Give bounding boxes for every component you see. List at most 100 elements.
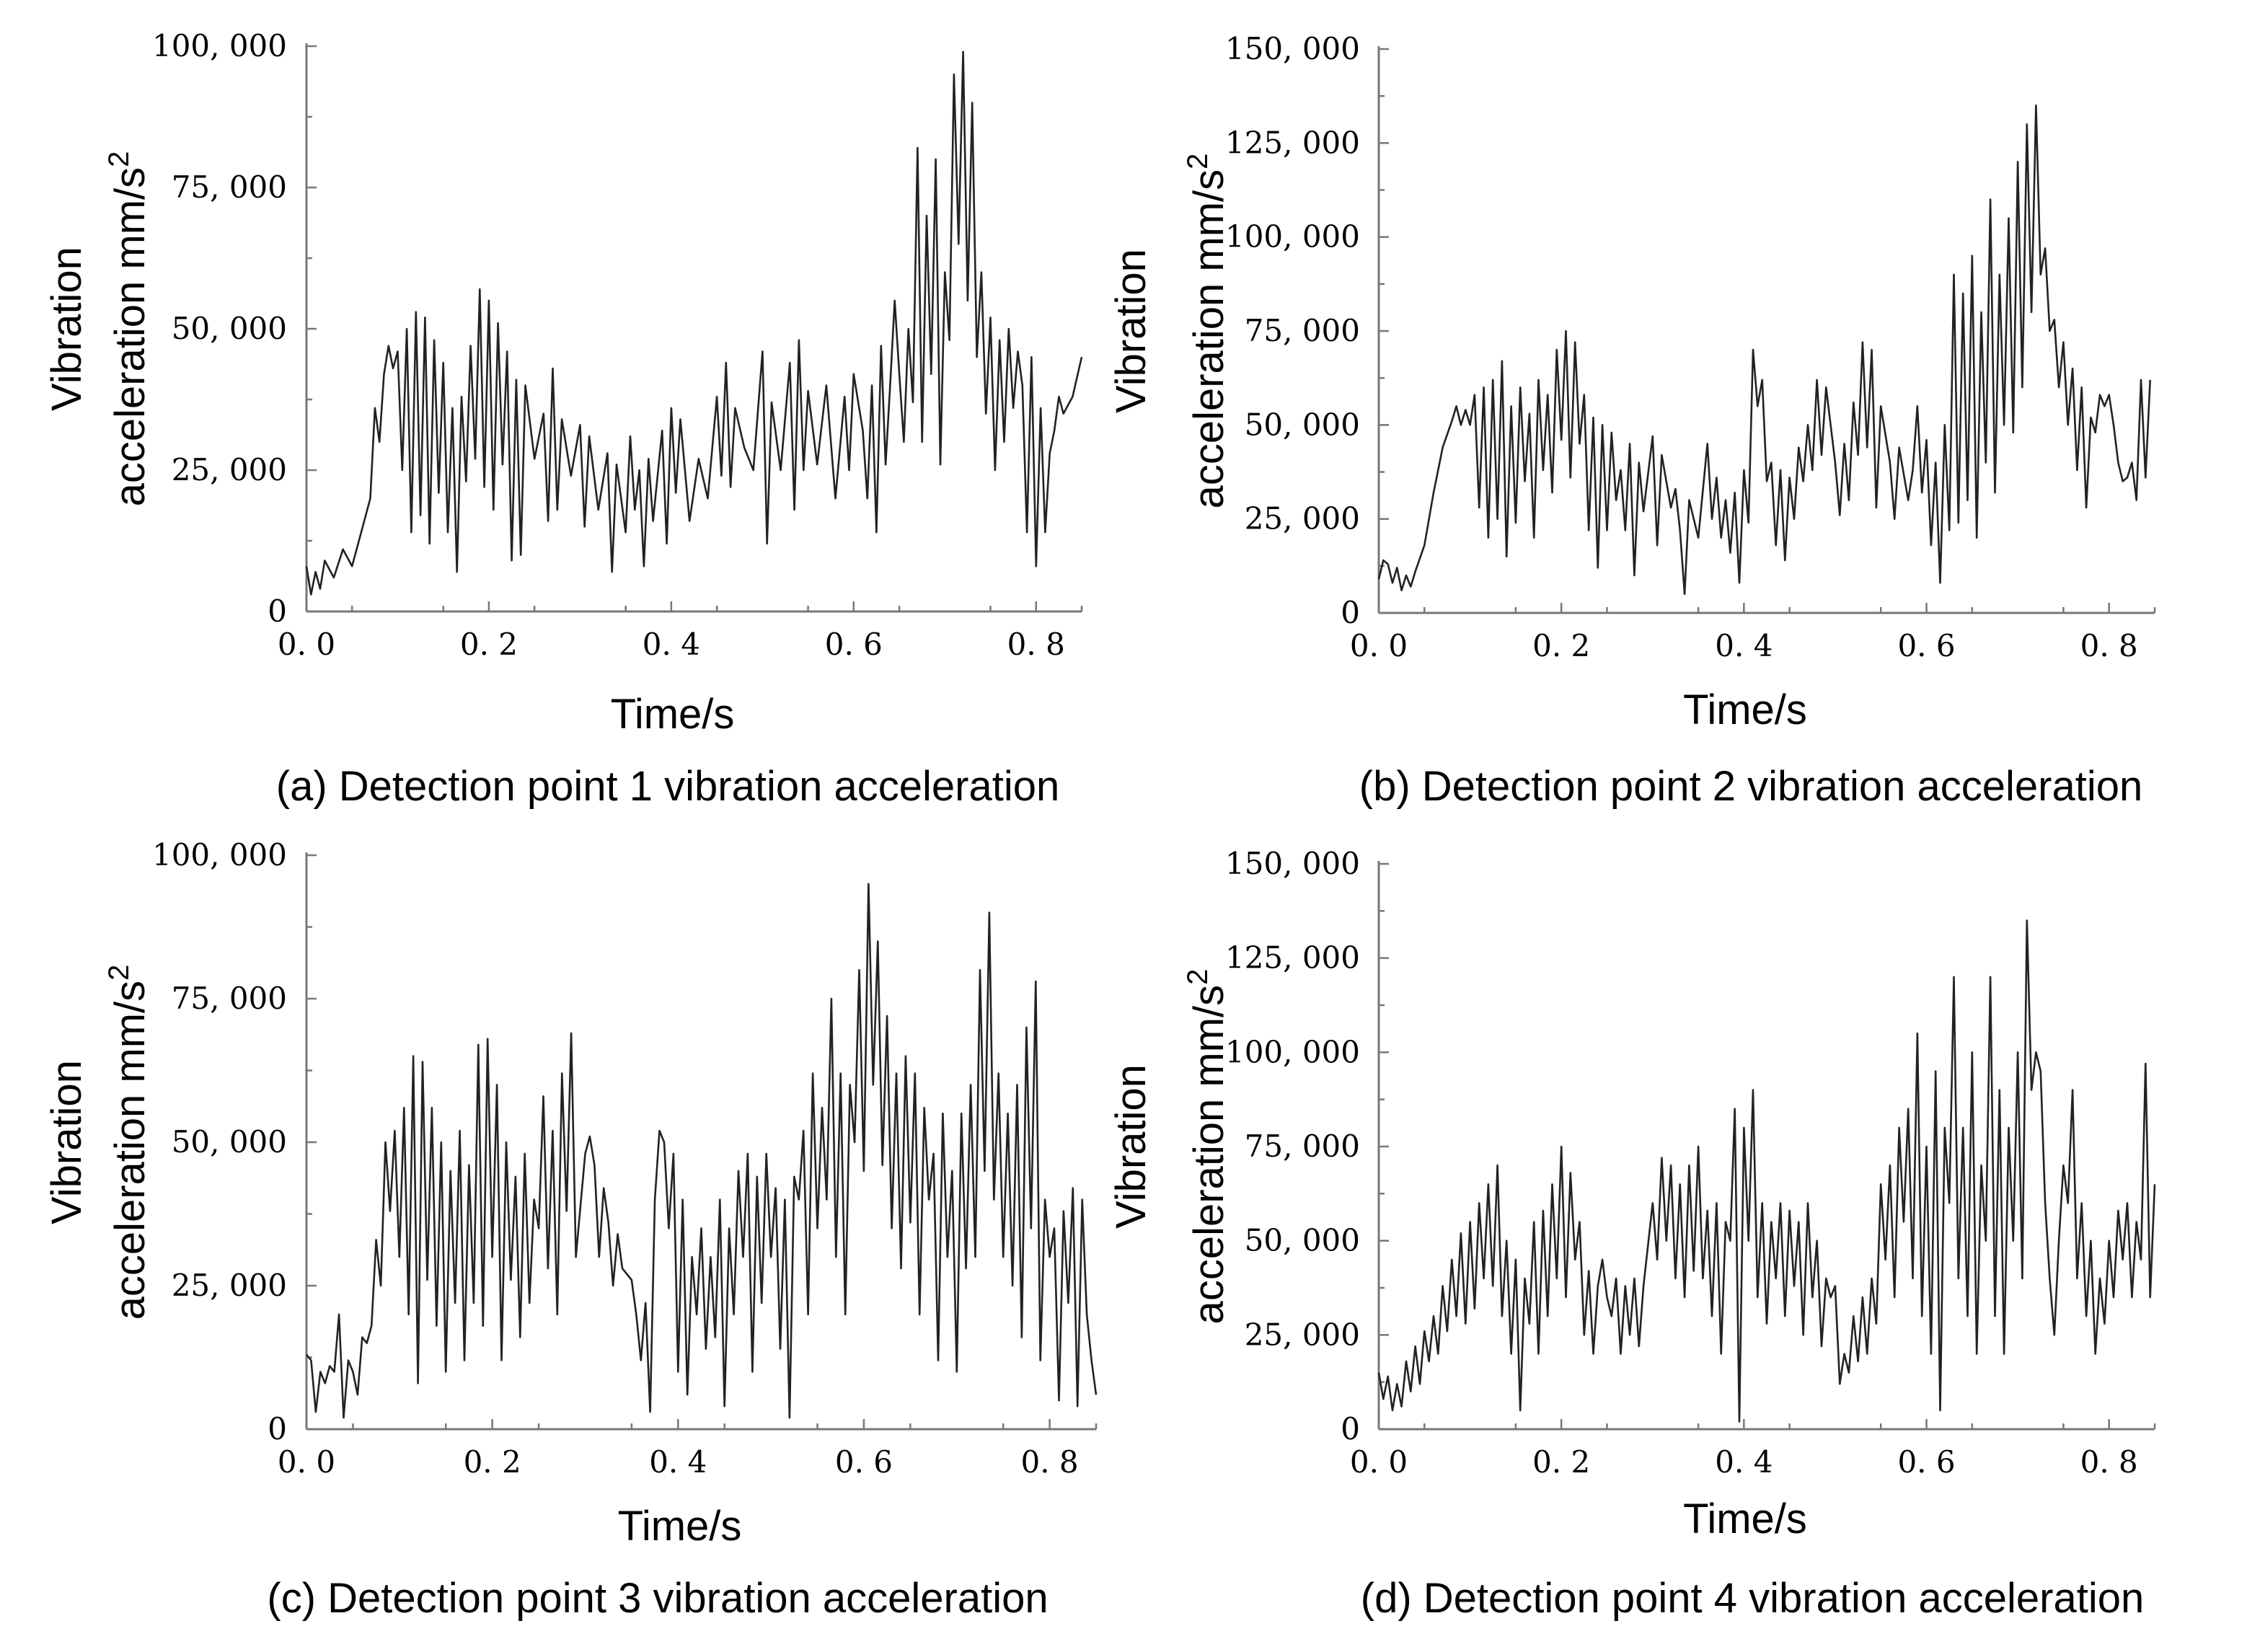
panel-b-data-point [1994, 491, 1997, 494]
panel-d-data-point [1811, 1296, 1814, 1299]
panel-d-data-point [1934, 1070, 1937, 1073]
panel-b-data-point [2089, 416, 2092, 419]
panel-b-data-point [1642, 510, 1645, 513]
panel-a-x-ticks: 0. 0 0. 2 0. 4 0. 6 0. 8 [278, 601, 1083, 662]
panel-b-data-point [1843, 442, 1846, 445]
panel-d-x-tick-label: 0. 0 [1350, 1444, 1408, 1480]
panel-d-data-point [2026, 919, 2029, 922]
panel-c-data-point [407, 1313, 410, 1316]
panel-a-data-point [624, 531, 627, 534]
panel-b-data-point [1971, 255, 1974, 257]
panel-d-data-point [1524, 1277, 1527, 1280]
panel-d-data-point [1920, 1315, 1923, 1317]
panel-b-data-point [1747, 521, 1750, 524]
panel-d-data-point [1816, 1240, 1819, 1242]
panel-b-data-point [1505, 555, 1508, 558]
panel-d-data-point [1998, 1089, 2001, 1092]
panel-d-data-point [1994, 1315, 1997, 1317]
panel-c-series-line [305, 883, 1098, 1419]
panel-d-data-point [1514, 1258, 1517, 1261]
panel-d-y-tick-label: 75, 000 [1245, 1128, 1360, 1164]
panel-c-data-point [384, 1141, 387, 1144]
panel-c-data-point [686, 1393, 689, 1396]
panel-b-data-point [1546, 394, 1549, 397]
panel-b-data-point [1382, 559, 1385, 562]
panel-c-data-point [370, 1325, 373, 1328]
panel-d-data-point [1925, 1145, 1928, 1148]
panel-c-data-point [667, 1227, 670, 1229]
panel-a-data-point [387, 345, 390, 348]
panel-c-data-point [361, 1336, 363, 1339]
panel-c-data-point [1076, 1405, 1079, 1408]
panel-c-data-point [779, 1348, 782, 1351]
panel-b-data-point [1989, 198, 1992, 201]
panel-b-data-point [1387, 562, 1390, 565]
panel-b-data-point [2021, 386, 2023, 389]
panel-c-data-point [528, 1302, 531, 1304]
panel-d-data-point [1560, 1145, 1563, 1148]
panel-a-data-point [606, 452, 609, 455]
panel-d-data-point [1715, 1201, 1718, 1204]
panel-a-data-point [309, 593, 312, 596]
panel-c-data-point [909, 1221, 911, 1224]
panel-c-data-point [802, 1129, 805, 1132]
panel-d-data-point [1505, 1240, 1508, 1242]
panel-c-data-point [1090, 1359, 1093, 1362]
panel-d-data-point [1601, 1258, 1604, 1261]
panel-c-data-point [505, 1141, 508, 1144]
panel-b: 0 25, 000 50, 000 75, 000 100, 000 125, 000 15… [1108, 31, 2156, 810]
panel-a-series-line [305, 50, 1083, 596]
panel-a-data-point [405, 327, 408, 330]
panel-d-data-point [2044, 1201, 2047, 1204]
panel-a-data-point [948, 339, 951, 342]
panel-c-data-point [375, 1238, 378, 1241]
panel-a-data-point [1062, 412, 1065, 415]
panel-c-data-point [700, 1227, 703, 1229]
panel-d-data-point [2153, 1183, 2156, 1185]
panel-c-data-point [305, 1353, 308, 1356]
panel-d-data-point [1747, 1240, 1750, 1242]
panel-d-data-point [1606, 1296, 1609, 1299]
panel-a-data-point [688, 520, 691, 523]
panel-d-data-point [2094, 1353, 2097, 1356]
panel-c-data-point [1072, 1187, 1074, 1190]
panel-d-data-point [2085, 1315, 2088, 1317]
panel-a-data-point [552, 367, 555, 370]
panel-c-data-point [941, 1112, 944, 1115]
panel-b-data-point [1510, 405, 1513, 407]
panel-c-data-point [584, 1152, 587, 1155]
panel-b-data-point [1400, 589, 1403, 592]
panel-d-data-point [2098, 1277, 2101, 1280]
panel-b-x-tick-label: 0. 8 [2080, 628, 2138, 663]
panel-b-data-point [1587, 529, 1590, 531]
panel-c-x-tick-label: 0. 8 [1021, 1444, 1079, 1480]
panel-d-data-point [1875, 1322, 1878, 1325]
panel-b-data-point [1697, 536, 1700, 539]
panel-b-data-point [1811, 469, 1814, 472]
panel-b-data-point [2085, 506, 2088, 509]
panel-d-data-point [1409, 1390, 1412, 1393]
panel-a-data-point [670, 407, 673, 410]
panel-c-data-point [1081, 1198, 1084, 1201]
panel-d-data-point [1414, 1345, 1417, 1348]
panel-c-data-point [695, 1313, 698, 1316]
panel-a-data-point [469, 345, 472, 348]
panel-b-data-point [2130, 461, 2133, 464]
panel-a-data-point [410, 531, 412, 534]
panel-d-data-point [2030, 1089, 2033, 1092]
panel-c-data-point [617, 1232, 619, 1235]
panel-a-data-point [743, 446, 746, 449]
panel-c-data-point [1095, 1393, 1098, 1396]
panel-c-data-point [366, 1342, 368, 1345]
panel-b-data-point [1414, 570, 1417, 573]
panel-b-data-point [1866, 446, 1868, 449]
panel-a-data-point [1030, 355, 1033, 358]
panel-a-data-point [506, 350, 508, 353]
panel-d-data-point [1450, 1258, 1453, 1261]
panel-c-data-point [918, 1313, 921, 1316]
panel-a-data-point [519, 554, 522, 557]
panel-b-data-point [1514, 521, 1517, 524]
panel-c-data-point [946, 1255, 949, 1258]
panel-a-data-point [1057, 395, 1060, 398]
panel-c-data-point [328, 1364, 331, 1367]
